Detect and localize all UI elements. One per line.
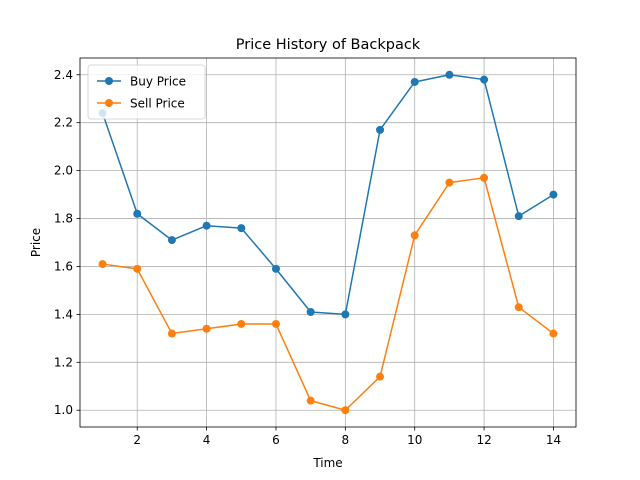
data-point (202, 221, 211, 230)
data-point (445, 178, 454, 187)
grid (80, 58, 576, 427)
data-point (98, 260, 107, 269)
data-point (376, 372, 385, 381)
data-point (514, 212, 523, 221)
legend-box (87, 64, 206, 120)
legend-marker (105, 77, 113, 85)
data-point (445, 70, 454, 79)
legend-label: Buy Price (130, 75, 186, 89)
data-point (306, 396, 315, 405)
x-tick-label: 10 (407, 433, 422, 447)
data-point (202, 324, 211, 333)
x-axis-label: Time (312, 456, 342, 470)
y-tick-label: 1.4 (54, 307, 73, 321)
x-tick-label: 14 (546, 433, 561, 447)
legend-item: Buy Price (97, 75, 186, 89)
y-tick-label: 1.8 (54, 212, 73, 226)
data-point (271, 264, 280, 273)
data-point (133, 209, 142, 218)
legend-marker (105, 99, 113, 107)
data-point (237, 224, 246, 233)
x-tick-label: 12 (476, 433, 491, 447)
series-line (102, 177, 554, 411)
data-point (167, 236, 176, 245)
series-1 (98, 173, 558, 415)
y-tick-label: 2.2 (54, 116, 73, 130)
y-tick-label: 1.6 (54, 259, 73, 273)
chart-title: Price History of Backpack (236, 37, 421, 53)
y-tick-label: 2.0 (54, 164, 73, 178)
data-point (549, 190, 558, 199)
data-point (549, 329, 558, 338)
data-point (410, 77, 419, 86)
y-tick-label: 1.2 (54, 355, 73, 369)
data-point (376, 125, 385, 134)
y-tick-label: 1.0 (54, 403, 73, 417)
data-point (480, 75, 489, 84)
y-axis: 1.0 1.2 1.4 1.6 1.8 2.0 2.2 2.4 (54, 68, 80, 417)
data-point (306, 307, 315, 316)
y-axis-label: Price (29, 228, 43, 257)
data-point (410, 231, 419, 240)
data-point (133, 264, 142, 273)
data-point (514, 303, 523, 312)
data-point (271, 319, 280, 328)
series-line (101, 74, 554, 316)
data-point (237, 319, 246, 328)
data-point (167, 329, 176, 338)
x-tick-label: 4 (203, 433, 211, 447)
legend: Buy Price Sell Price (87, 64, 206, 120)
x-tick-label: 8 (342, 433, 350, 447)
series-layer (98, 70, 558, 415)
data-point (341, 310, 350, 319)
data-point (480, 173, 489, 182)
y-tick-label: 2.4 (54, 68, 73, 82)
plot-frame (79, 57, 577, 428)
x-tick-label: 6 (272, 433, 280, 447)
legend-item: Sell Price (97, 97, 185, 111)
data-point (341, 406, 350, 415)
legend-label: Sell Price (130, 97, 185, 111)
x-tick-label: 2 (133, 433, 141, 447)
x-axis: 2 4 6 8 10 12 14 (133, 427, 561, 447)
